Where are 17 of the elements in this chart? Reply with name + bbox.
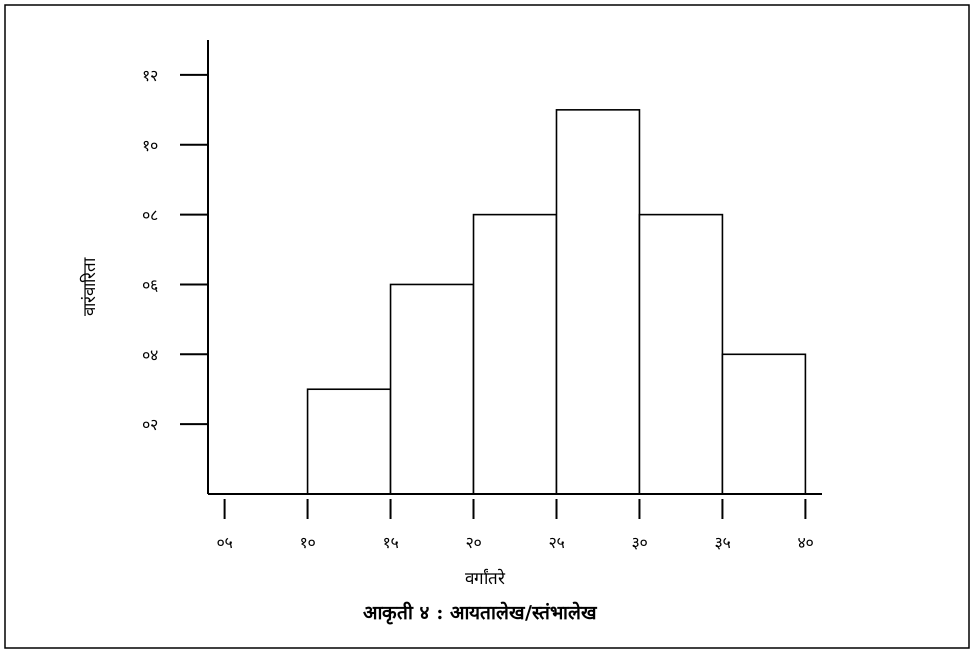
- x-tick-label: २०: [466, 533, 482, 552]
- x-tick-label: २५: [548, 533, 564, 552]
- x-tick-label: ०५: [216, 533, 233, 552]
- y-tick-label: १०: [142, 136, 158, 155]
- y-axis-title: वारंवारिता: [79, 257, 100, 316]
- x-tick-label: ४०: [797, 533, 814, 552]
- text: आकृती ४ : आयतालेख/स्तंभालेख: [363, 601, 598, 625]
- y-tick-label: ०६: [142, 275, 158, 294]
- y-tick-label: ०८: [142, 206, 158, 225]
- x-tick-label: ३०: [631, 533, 648, 552]
- x-tick-label: १५: [382, 533, 399, 552]
- x-tick-label: १०: [300, 533, 316, 552]
- x-tick-label: ३५: [714, 533, 730, 552]
- x-axis-title: वर्गांतरे: [465, 568, 506, 589]
- y-tick-label: १२: [142, 66, 158, 85]
- y-tick-label: ०४: [142, 345, 158, 364]
- y-tick-label: ०२: [142, 415, 158, 434]
